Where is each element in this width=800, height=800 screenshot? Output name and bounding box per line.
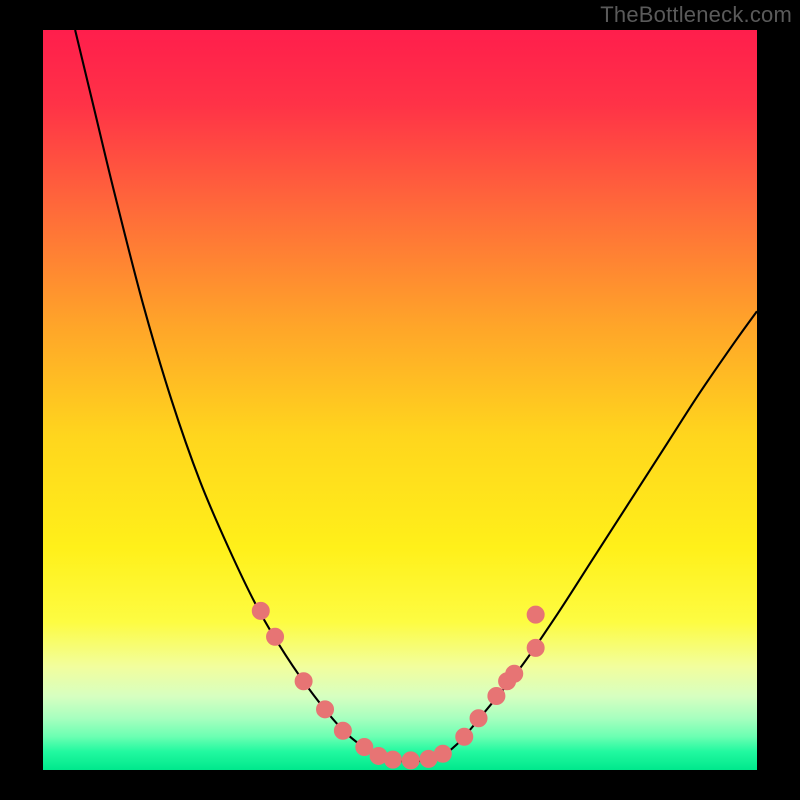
curve-marker xyxy=(456,728,473,745)
curve-marker xyxy=(527,606,544,623)
curve-marker xyxy=(527,639,544,656)
curve-marker xyxy=(334,722,351,739)
curve-marker xyxy=(488,688,505,705)
curve-marker xyxy=(295,673,312,690)
chart-frame: TheBottleneck.com xyxy=(0,0,800,800)
curve-marker xyxy=(434,745,451,762)
curve-marker xyxy=(506,665,523,682)
bottleneck-chart xyxy=(0,0,800,800)
curve-marker xyxy=(252,602,269,619)
curve-marker xyxy=(317,701,334,718)
plot-area xyxy=(43,30,757,770)
curve-marker xyxy=(470,710,487,727)
curve-marker xyxy=(384,751,401,768)
curve-marker xyxy=(402,752,419,769)
curve-marker xyxy=(267,628,284,645)
watermark-label: TheBottleneck.com xyxy=(600,2,792,28)
